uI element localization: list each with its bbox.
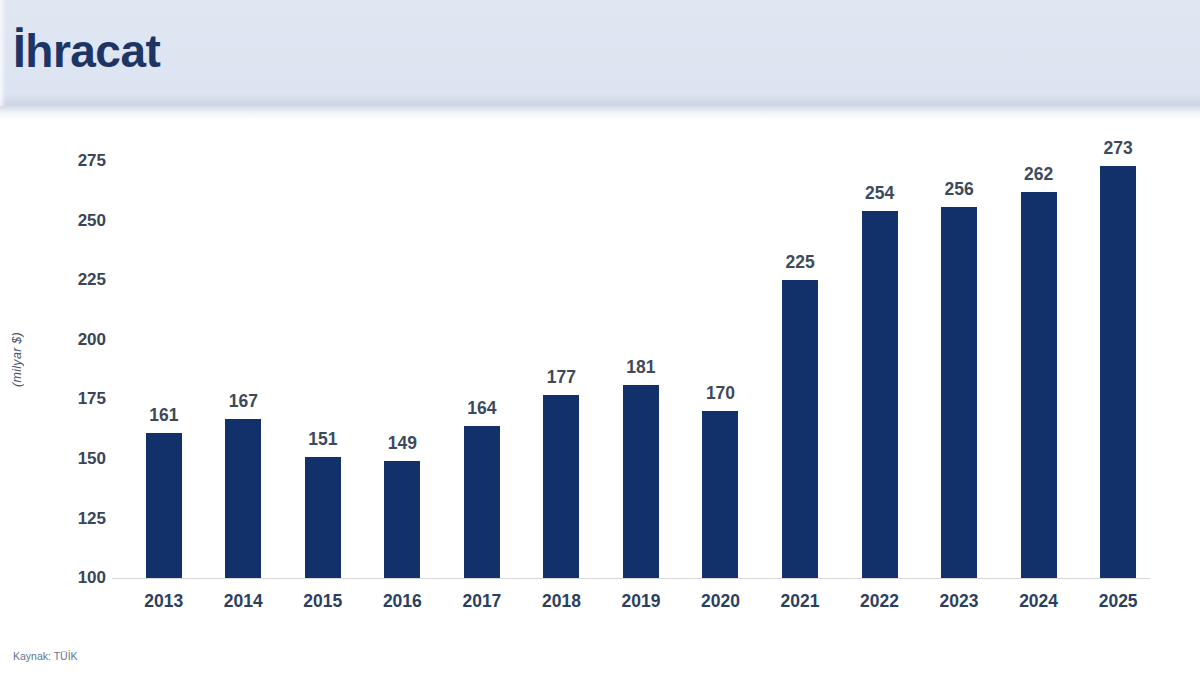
x-tick-label: 2024 — [1019, 591, 1058, 612]
bar — [464, 426, 500, 578]
x-tick-label: 2022 — [860, 591, 899, 612]
bar-slot: 2252021 — [760, 140, 840, 578]
y-axis-title: (milyar $) — [4, 140, 30, 578]
bar — [623, 385, 659, 578]
bar — [384, 461, 420, 578]
bar-value-label: 164 — [467, 398, 496, 419]
source-note: Kaynak: TÜİK — [13, 650, 78, 662]
bar — [702, 411, 738, 578]
x-tick-label: 2025 — [1099, 591, 1138, 612]
plot-area: 100125150175200225250275 161201316720141… — [124, 140, 1158, 578]
bar-value-label: 167 — [229, 391, 258, 412]
bar — [782, 280, 818, 578]
bar-slot: 1492016 — [363, 140, 443, 578]
x-tick-label: 2023 — [940, 591, 979, 612]
bar — [1100, 166, 1136, 578]
bar-slot: 2732025 — [1078, 140, 1158, 578]
y-tick-label: 150 — [78, 449, 106, 469]
bar — [1021, 192, 1057, 578]
bar-slot: 1642017 — [442, 140, 522, 578]
bar-value-label: 149 — [388, 433, 417, 454]
y-tick-label: 175 — [78, 389, 106, 409]
bar-slot: 1772018 — [522, 140, 602, 578]
page-title: İhracat — [0, 0, 1200, 78]
bar-value-label: 254 — [865, 183, 894, 204]
x-tick-label: 2018 — [542, 591, 581, 612]
bars-container: 1612013167201415120151492016164201717720… — [124, 140, 1158, 578]
bar — [225, 419, 261, 578]
bar-value-label: 273 — [1104, 138, 1133, 159]
bar-slot: 2562023 — [919, 140, 999, 578]
x-tick-label: 2014 — [224, 591, 263, 612]
y-tick-label: 200 — [78, 330, 106, 350]
bar-slot: 1812019 — [601, 140, 681, 578]
header-divider — [0, 106, 1200, 119]
y-tick-label: 225 — [78, 270, 106, 290]
bar-slot: 2622024 — [999, 140, 1079, 578]
bar — [305, 457, 341, 578]
bar-value-label: 177 — [547, 367, 576, 388]
bar-value-label: 262 — [1024, 164, 1053, 185]
bar-value-label: 256 — [944, 179, 973, 200]
bar-value-label: 151 — [308, 429, 337, 450]
x-tick-label: 2019 — [621, 591, 660, 612]
bar — [941, 207, 977, 578]
bar — [543, 395, 579, 578]
bar-slot: 2542022 — [840, 140, 920, 578]
bar-slot: 1702020 — [681, 140, 761, 578]
bar — [146, 433, 182, 578]
bar-slot: 1672014 — [204, 140, 284, 578]
y-tick-label: 100 — [78, 568, 106, 588]
x-tick-label: 2017 — [462, 591, 501, 612]
y-tick-label: 275 — [78, 151, 106, 171]
bar-value-label: 225 — [785, 252, 814, 273]
bar-slot: 1612013 — [124, 140, 204, 578]
x-tick-label: 2016 — [383, 591, 422, 612]
x-tick-label: 2013 — [144, 591, 183, 612]
bar-value-label: 170 — [706, 383, 735, 404]
bar-value-label: 161 — [149, 405, 178, 426]
bar-value-label: 181 — [626, 357, 655, 378]
y-tick-label: 250 — [78, 211, 106, 231]
bar-slot: 1512015 — [283, 140, 363, 578]
slide-header: İhracat — [0, 0, 1200, 106]
x-tick-label: 2015 — [303, 591, 342, 612]
x-tick-label: 2021 — [781, 591, 820, 612]
x-tick-label: 2020 — [701, 591, 740, 612]
y-tick-label: 125 — [78, 509, 106, 529]
x-axis-line — [112, 578, 1150, 579]
bar — [862, 211, 898, 578]
